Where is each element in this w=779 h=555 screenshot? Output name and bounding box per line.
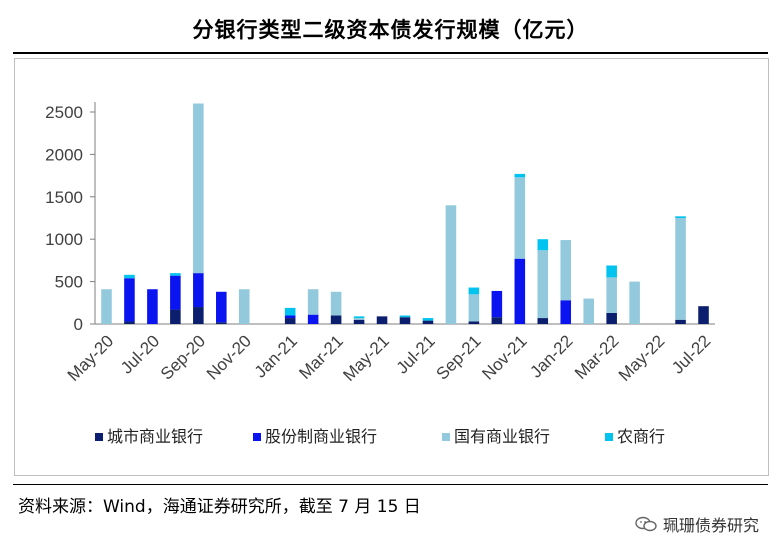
legend-label-0: 城市商业银行 bbox=[107, 427, 203, 446]
bar-Aug-20-s1 bbox=[170, 275, 181, 310]
bar-Jul-21-s3 bbox=[422, 318, 434, 321]
bar-Jan-22-s1 bbox=[560, 300, 572, 324]
y-tick-label: 0 bbox=[74, 315, 83, 334]
x-tick-label: May-22 bbox=[615, 331, 669, 385]
bar-Sep-20-s1 bbox=[193, 273, 204, 308]
bar-Jun-22-s3 bbox=[675, 216, 686, 218]
bar-Jan-21-s1 bbox=[284, 315, 296, 319]
x-tick-label: Jul-22 bbox=[668, 331, 714, 377]
watermark: 珮珊债券研究 bbox=[635, 512, 759, 536]
bar-Apr-22-s2 bbox=[629, 281, 640, 324]
bar-Mar-22-s3 bbox=[606, 265, 617, 278]
bar-Nov-21-s1 bbox=[514, 258, 526, 324]
legend-swatch-2 bbox=[442, 433, 450, 441]
bar-Jan-22-s2 bbox=[560, 240, 572, 301]
bar-Mar-21-s0 bbox=[330, 315, 342, 324]
bar-Sep-21-s2 bbox=[468, 294, 480, 322]
x-tick-label: Sep-20 bbox=[157, 331, 209, 383]
bar-Jul-21-s0 bbox=[422, 320, 434, 324]
bar-Oct-20-s0 bbox=[216, 322, 227, 324]
x-tick-label: Jan-21 bbox=[251, 331, 301, 381]
legend-swatch-0 bbox=[95, 433, 103, 441]
bar-Dec-21-s2 bbox=[537, 250, 549, 319]
bar-Jun-20-s3 bbox=[124, 274, 135, 279]
bar-Sep-20-s2 bbox=[193, 103, 204, 274]
bar-Jun-20-s0 bbox=[124, 321, 135, 324]
bar-Jul-22-s0 bbox=[698, 306, 709, 324]
bar-Jan-21-s3 bbox=[284, 307, 296, 316]
bar-Apr-21-s0 bbox=[353, 319, 365, 324]
bar-Mar-22-s2 bbox=[606, 277, 617, 313]
bar-May-21-s0 bbox=[376, 316, 388, 324]
footer-divider bbox=[13, 484, 768, 485]
bar-Jun-20-s1 bbox=[124, 278, 135, 322]
legend-swatch-3 bbox=[605, 433, 613, 441]
bar-Apr-21-s2 bbox=[353, 318, 365, 320]
bar-Mar-22-s0 bbox=[606, 312, 617, 324]
bar-Feb-21-s2 bbox=[307, 289, 319, 315]
bar-Feb-22-s2 bbox=[583, 298, 594, 324]
y-tick-label: 2000 bbox=[45, 145, 83, 164]
bar-Sep-20-s0 bbox=[193, 307, 204, 324]
chart-frame: 0 500 1000 1500 2000 2500 May-20 Jul-20 Sep-20 No… bbox=[14, 58, 769, 476]
bar-Oct-20-s1 bbox=[216, 291, 227, 323]
x-tick-label: May-21 bbox=[339, 331, 393, 385]
x-tick-label: Mar-22 bbox=[571, 331, 623, 383]
bar-Jun-21-s3 bbox=[399, 315, 411, 318]
bar-Nov-21-s2 bbox=[514, 177, 526, 259]
legend-swatch-1 bbox=[253, 433, 261, 441]
bar-Jul-20-s1 bbox=[147, 289, 158, 324]
bar-Jun-21-s0 bbox=[399, 317, 411, 324]
y-tick-label: 1000 bbox=[45, 230, 83, 249]
title-bar: 分银行类型二级资本债发行规模（亿元） bbox=[13, 6, 768, 54]
legend-label-1: 股份制商业银行 bbox=[265, 427, 377, 446]
bar-May-20-s2 bbox=[101, 289, 112, 324]
watermark-text: 珮珊债券研究 bbox=[662, 516, 759, 535]
y-tick-label: 500 bbox=[55, 273, 83, 292]
x-tick-label: Jan-22 bbox=[526, 331, 576, 381]
bar-Feb-21-s1 bbox=[307, 314, 319, 324]
bar-Sep-21-s3 bbox=[468, 287, 480, 295]
bar-Aug-20-s3 bbox=[170, 273, 181, 276]
bar-Nov-21-s3 bbox=[514, 173, 526, 178]
bar-Aug-20-s0 bbox=[170, 309, 181, 324]
bar-Nov-20-s2 bbox=[238, 289, 250, 324]
x-tick-label: Sep-21 bbox=[433, 331, 485, 383]
source-note: 资料来源：Wind，海通证券研究所，截至 7 月 15 日 bbox=[18, 497, 421, 517]
bar-Mar-21-s2 bbox=[330, 291, 342, 316]
bar-Dec-21-s0 bbox=[537, 318, 549, 324]
bar-Jan-21-s0 bbox=[284, 318, 296, 324]
y-tick-label: 2500 bbox=[45, 103, 83, 122]
bar-Sep-21-s0 bbox=[468, 321, 480, 324]
x-tick-label: Mar-21 bbox=[295, 331, 347, 383]
bar-Apr-21-s3 bbox=[353, 316, 365, 319]
x-tick-label: Nov-21 bbox=[478, 331, 530, 383]
bar-Dec-21-s3 bbox=[537, 239, 549, 251]
legend-label-2: 国有商业银行 bbox=[454, 427, 550, 446]
bar-Jun-22-s0 bbox=[675, 319, 686, 324]
bar-Aug-21-s2 bbox=[445, 205, 457, 324]
bar-Jun-22-s2 bbox=[675, 218, 686, 320]
wechat-icon bbox=[635, 516, 657, 532]
bar-Oct-21-s1 bbox=[491, 290, 503, 318]
y-tick-label: 1500 bbox=[45, 188, 83, 207]
legend-label-3: 农商行 bbox=[617, 427, 665, 446]
x-tick-label: Nov-20 bbox=[203, 331, 255, 383]
bar-Oct-21-s0 bbox=[491, 317, 503, 324]
x-tick-label: May-20 bbox=[64, 331, 118, 385]
chart-title: 分银行类型二级资本债发行规模（亿元） bbox=[192, 17, 589, 42]
